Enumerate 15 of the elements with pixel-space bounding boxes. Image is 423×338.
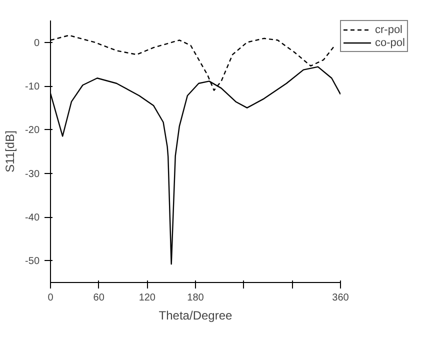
x-tick-label: 0 xyxy=(48,292,54,304)
legend-label: cr-pol xyxy=(375,23,403,36)
x-tick-label: 60 xyxy=(93,292,105,304)
x-axis-title: Theta/Degree xyxy=(158,308,233,322)
y-axis-title: S11[dB] xyxy=(3,130,18,172)
y-tick-label: -10 xyxy=(25,82,40,92)
x-tick-label: 120 xyxy=(138,292,156,304)
legend-label: co-pol xyxy=(375,36,405,49)
y-tick-label: -30 xyxy=(25,168,40,180)
x-tick-label: 180 xyxy=(187,292,204,304)
y-tick-label: 0 xyxy=(34,38,40,49)
y-tick-label: -40 xyxy=(25,212,40,224)
y-tick-label: -50 xyxy=(25,256,40,268)
x-tick-label: 360 xyxy=(332,292,350,304)
y-tick-label: -20 xyxy=(25,125,40,136)
